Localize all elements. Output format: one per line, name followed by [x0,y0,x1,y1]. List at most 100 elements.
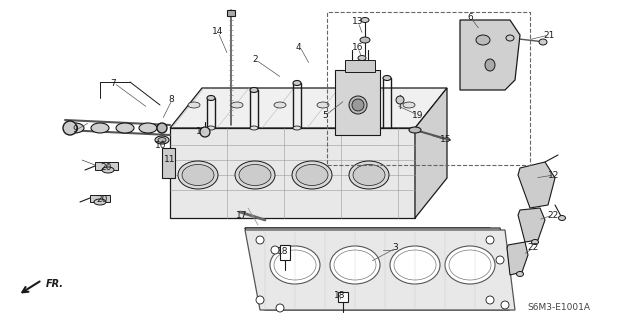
Text: 2: 2 [252,56,258,64]
Polygon shape [338,292,348,302]
Ellipse shape [139,123,157,133]
Text: 3: 3 [392,243,397,253]
Text: 15: 15 [440,136,451,145]
Ellipse shape [360,102,372,108]
Ellipse shape [353,165,385,186]
Ellipse shape [178,161,218,189]
Text: 22: 22 [547,211,558,219]
Ellipse shape [506,35,514,41]
Polygon shape [280,245,290,260]
Text: 8: 8 [168,95,173,105]
Ellipse shape [476,35,490,45]
Text: 22: 22 [527,243,538,253]
Text: 19: 19 [412,110,424,120]
Polygon shape [335,70,380,135]
Circle shape [256,236,264,244]
Ellipse shape [200,127,210,137]
Ellipse shape [274,102,286,108]
Text: 14: 14 [212,27,223,36]
Ellipse shape [182,165,214,186]
Ellipse shape [352,99,364,111]
Ellipse shape [102,167,114,173]
Ellipse shape [94,199,106,205]
Polygon shape [162,148,175,178]
Text: 18: 18 [334,291,346,300]
Ellipse shape [250,87,258,93]
Ellipse shape [63,121,77,135]
Text: 17: 17 [236,211,248,219]
Text: 16: 16 [352,43,364,53]
Text: 1: 1 [196,128,202,137]
Ellipse shape [396,96,404,104]
Ellipse shape [116,123,134,133]
Polygon shape [245,228,510,265]
Text: 13: 13 [352,18,364,26]
Text: 6: 6 [467,13,473,23]
Ellipse shape [383,76,391,80]
Polygon shape [518,208,545,242]
Ellipse shape [403,102,415,108]
Ellipse shape [336,76,344,80]
Ellipse shape [188,102,200,108]
Polygon shape [170,128,415,218]
Ellipse shape [296,165,328,186]
Ellipse shape [485,59,495,71]
Ellipse shape [66,123,84,133]
Polygon shape [245,230,515,310]
Ellipse shape [292,161,332,189]
Circle shape [256,296,264,304]
Text: 9: 9 [72,125,77,135]
Ellipse shape [516,271,524,277]
Text: 7: 7 [110,78,116,87]
Ellipse shape [270,246,320,284]
Text: 11: 11 [164,155,175,165]
Text: S6M3-E1001A: S6M3-E1001A [527,303,590,313]
Ellipse shape [293,80,301,85]
Circle shape [501,301,509,309]
Text: 21: 21 [543,31,554,40]
Ellipse shape [330,246,380,284]
Polygon shape [95,162,118,170]
Circle shape [496,256,504,264]
Polygon shape [227,10,235,16]
Ellipse shape [207,95,215,100]
Ellipse shape [390,246,440,284]
Circle shape [276,304,284,312]
Ellipse shape [317,102,329,108]
Circle shape [271,246,279,254]
Text: 10: 10 [155,140,166,150]
Polygon shape [170,88,447,128]
Polygon shape [245,228,510,265]
Text: 5: 5 [322,110,328,120]
Ellipse shape [231,102,243,108]
Circle shape [486,296,494,304]
Polygon shape [345,60,375,72]
Ellipse shape [250,126,258,130]
Ellipse shape [349,96,367,114]
Polygon shape [90,195,110,202]
Ellipse shape [358,56,366,61]
Bar [327,12,530,165]
Ellipse shape [235,161,275,189]
Ellipse shape [409,127,421,133]
Text: 4: 4 [296,42,301,51]
Ellipse shape [559,216,566,220]
Text: 12: 12 [548,170,559,180]
Text: 18: 18 [277,248,289,256]
Ellipse shape [91,123,109,133]
Circle shape [486,236,494,244]
Text: 20: 20 [96,196,108,204]
Text: 20: 20 [100,164,111,173]
Ellipse shape [445,246,495,284]
Ellipse shape [349,161,389,189]
Ellipse shape [539,39,547,45]
Polygon shape [415,88,447,218]
Ellipse shape [361,18,369,23]
Ellipse shape [157,123,167,133]
Ellipse shape [336,126,344,130]
Ellipse shape [158,137,166,143]
Text: FR.: FR. [46,279,64,289]
Ellipse shape [531,240,538,244]
Polygon shape [518,162,555,208]
Ellipse shape [239,165,271,186]
